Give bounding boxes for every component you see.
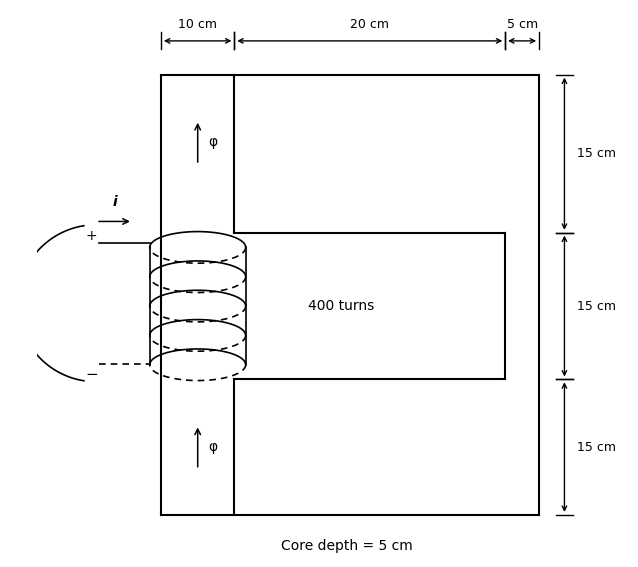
Text: φ: φ — [208, 440, 217, 454]
Text: 5 cm: 5 cm — [507, 18, 538, 31]
Text: i: i — [112, 195, 117, 209]
Text: 20 cm: 20 cm — [350, 18, 389, 31]
Text: 400 turns: 400 turns — [308, 299, 374, 313]
Text: +: + — [85, 229, 98, 243]
Text: 15 cm: 15 cm — [577, 299, 616, 312]
Text: −: − — [85, 367, 98, 382]
Text: 15 cm: 15 cm — [577, 147, 616, 160]
Text: 10 cm: 10 cm — [178, 18, 217, 31]
Text: Core depth = 5 cm: Core depth = 5 cm — [281, 539, 413, 553]
Text: 15 cm: 15 cm — [577, 441, 616, 454]
Text: φ: φ — [208, 136, 217, 150]
